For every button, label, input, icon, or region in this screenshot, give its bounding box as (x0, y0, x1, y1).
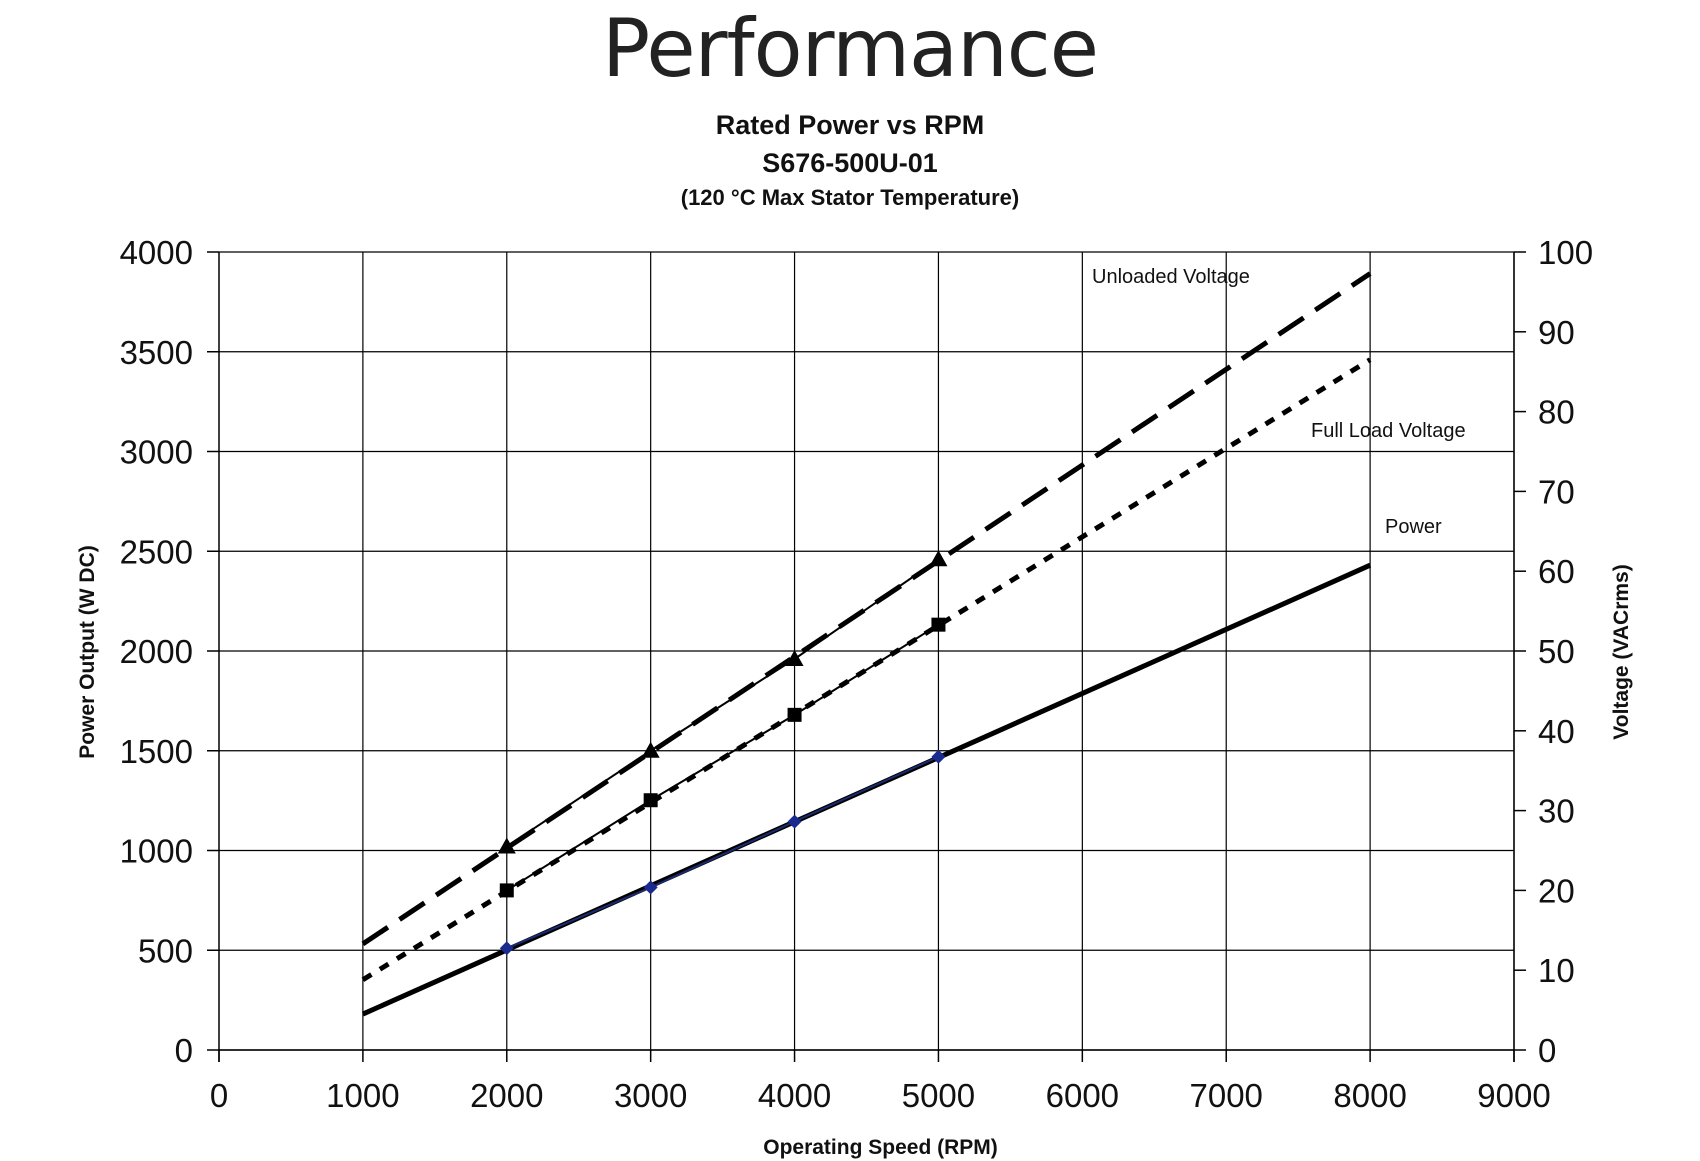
full-load-voltage-trendline (361, 357, 1372, 982)
unloaded-voltage-point (929, 550, 948, 567)
x-tick-label: 8000 (1333, 1077, 1406, 1114)
y-tick-label: 3500 (120, 334, 193, 371)
labels: 0 1000 2000 3000 4000 5000 6000 7000 8000 9000050… (76, 234, 1633, 1159)
y2-tick-label: 30 (1538, 793, 1575, 830)
x-tick-label: 6000 (1046, 1077, 1119, 1114)
y2-tick-label: 100 (1538, 234, 1593, 271)
unloaded-voltage-data-line (506, 558, 940, 848)
unloaded-voltage-point (497, 837, 516, 854)
y-tick-label: 500 (138, 932, 193, 969)
x-tick-label: 9000 (1477, 1077, 1550, 1114)
grid (219, 251, 1515, 1051)
power-point (643, 880, 658, 895)
y2-tick-label: 0 (1538, 1032, 1556, 1069)
x-tick-label: 4000 (758, 1077, 831, 1114)
power-annotation: Power (1385, 516, 1442, 538)
y2-tick-label: 40 (1538, 713, 1575, 750)
full-load-voltage-annotation: Full Load Voltage (1311, 420, 1466, 442)
x-tick-label: 2000 (470, 1077, 543, 1114)
full-load-voltage-point (643, 793, 658, 808)
y2-tick-label: 10 (1538, 952, 1575, 989)
unloaded-voltage-point (785, 649, 804, 666)
axes (207, 251, 1526, 1062)
y-tick-label: 2500 (120, 533, 193, 570)
y2-tick-label: 20 (1538, 872, 1575, 909)
power-point (499, 941, 514, 956)
y2-tick-label: 70 (1538, 473, 1575, 510)
unloaded-voltage-annotation: Unloaded Voltage (1092, 266, 1250, 288)
y-tick-label: 2000 (120, 633, 193, 670)
unloaded-voltage-trendline (361, 271, 1372, 946)
x-tick-label: 3000 (614, 1077, 687, 1114)
y2-axis-title: Voltage (VACrms) (1610, 564, 1633, 739)
x-axis-title: Operating Speed (RPM) (763, 1136, 998, 1159)
full-load-voltage-point (931, 617, 946, 632)
chart-subtitle: S676-500U-01 (762, 148, 938, 178)
full-load-voltage-point (787, 707, 802, 722)
y2-tick-label: 50 (1538, 633, 1575, 670)
full-load-voltage-data-line (506, 623, 939, 892)
series (361, 271, 1372, 1017)
x-tick-label: 7000 (1190, 1077, 1263, 1114)
y-tick-label: 3000 (120, 434, 193, 471)
y2-tick-label: 80 (1538, 394, 1575, 431)
x-tick-label: 1000 (326, 1077, 399, 1114)
y-axis-title: Power Output (W DC) (76, 545, 99, 758)
power-point (787, 814, 802, 829)
power-data-line (506, 755, 939, 950)
unloaded-voltage-point (641, 741, 660, 758)
full-load-voltage-point (499, 883, 514, 898)
chart-note: (120 °C Max Stator Temperature) (680, 185, 1020, 210)
page-heading: Performance (602, 2, 1099, 95)
power-point (931, 749, 946, 764)
y-tick-label: 4000 (120, 234, 193, 271)
y2-tick-label: 60 (1538, 553, 1575, 590)
y-tick-label: 1500 (120, 733, 193, 770)
y-tick-label: 1000 (120, 833, 193, 870)
chart-title: Rated Power vs RPM (715, 110, 985, 140)
x-tick-label: 0 (210, 1077, 228, 1114)
x-tick-label: 5000 (902, 1077, 975, 1114)
y2-tick-label: 90 (1538, 314, 1575, 351)
y-tick-label: 0 (175, 1032, 193, 1069)
